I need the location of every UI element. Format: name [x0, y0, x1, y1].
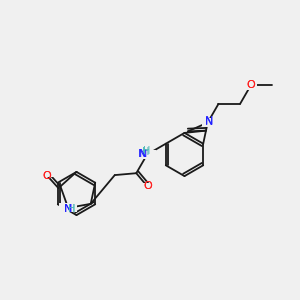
Text: O: O — [42, 171, 51, 181]
Text: N: N — [138, 149, 146, 159]
Text: N: N — [138, 149, 147, 159]
Text: H: H — [68, 204, 75, 214]
FancyBboxPatch shape — [202, 118, 214, 127]
FancyBboxPatch shape — [142, 183, 154, 192]
Text: H: H — [142, 147, 149, 158]
Text: H: H — [68, 204, 76, 214]
FancyBboxPatch shape — [42, 168, 54, 177]
Text: O: O — [42, 171, 51, 181]
Text: O: O — [144, 181, 152, 191]
Text: O: O — [144, 181, 152, 191]
Text: N: N — [205, 116, 213, 126]
FancyBboxPatch shape — [138, 150, 156, 159]
FancyBboxPatch shape — [245, 81, 257, 90]
FancyBboxPatch shape — [59, 203, 77, 212]
Text: N: N — [205, 117, 213, 127]
Text: H: H — [142, 146, 150, 157]
Text: O: O — [247, 80, 255, 90]
Text: N: N — [64, 204, 72, 214]
Text: O: O — [247, 80, 255, 90]
Text: N: N — [64, 204, 72, 214]
